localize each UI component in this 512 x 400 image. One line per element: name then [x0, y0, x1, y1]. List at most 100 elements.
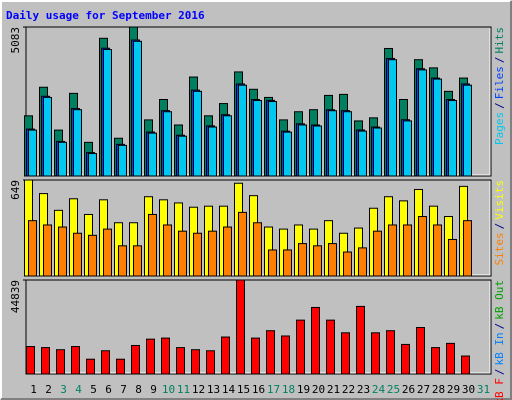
bar — [328, 110, 337, 177]
x-tick-label: 29 — [447, 383, 460, 396]
y-tick-label: 44839 — [9, 280, 22, 313]
legend-entry: Pages — [493, 112, 506, 145]
bar — [313, 245, 322, 277]
legend-entry: Sites — [493, 232, 506, 265]
x-tick-label: 20 — [312, 383, 325, 396]
x-tick-label: 3 — [60, 383, 67, 396]
legend-separator: / — [493, 223, 506, 230]
bar — [433, 78, 442, 177]
x-tick-label: 11 — [177, 383, 190, 396]
bar — [28, 220, 37, 277]
bar — [266, 330, 275, 375]
x-tick-label: 8 — [135, 383, 142, 396]
x-tick-label: 27 — [417, 383, 430, 396]
bar — [343, 251, 352, 277]
bar — [326, 319, 335, 375]
bar — [298, 124, 307, 177]
bar — [103, 228, 112, 277]
x-tick-label: 12 — [192, 383, 205, 396]
x-tick-label: 25 — [387, 383, 400, 396]
bar — [101, 350, 110, 375]
bar — [73, 232, 82, 277]
bar — [251, 337, 260, 375]
x-tick-label: 2 — [45, 383, 52, 396]
bar — [58, 226, 67, 277]
x-tick-label: 5 — [90, 383, 97, 396]
legend: Sites / Visits — [493, 180, 506, 266]
legend: Pages / Files / Hits — [493, 27, 506, 145]
bar — [148, 213, 157, 277]
bar — [253, 100, 262, 177]
legend-entry: Files — [493, 66, 506, 99]
x-tick-label: 7 — [120, 383, 127, 396]
bar — [388, 224, 397, 277]
bar — [356, 305, 365, 375]
bar — [178, 135, 187, 177]
legend-separator: / — [493, 57, 506, 64]
bar — [41, 347, 50, 375]
bar — [146, 338, 155, 375]
bar — [448, 238, 457, 277]
bar — [386, 330, 395, 375]
legend-entry: kB In — [493, 332, 506, 365]
x-tick-label: 13 — [207, 383, 220, 396]
bar — [281, 335, 290, 375]
x-tick-label: 15 — [237, 383, 250, 396]
bar — [341, 332, 350, 375]
bar — [163, 224, 172, 277]
bar — [223, 115, 232, 177]
bar — [131, 344, 140, 375]
bar — [28, 129, 37, 177]
bar — [86, 358, 95, 375]
bar — [206, 350, 215, 375]
x-tick-label: 19 — [297, 383, 310, 396]
legend-entry: Hits — [493, 27, 506, 54]
bar — [163, 111, 172, 177]
bar — [268, 101, 277, 177]
x-tick-label: 4 — [75, 383, 82, 396]
bar — [283, 249, 292, 277]
x-tick-label: 17 — [267, 383, 280, 396]
bar — [58, 141, 67, 177]
x-tick-label: 18 — [282, 383, 295, 396]
bar — [373, 127, 382, 177]
bar — [313, 125, 322, 177]
bar — [116, 358, 125, 375]
bar — [71, 346, 80, 375]
bar — [418, 69, 427, 177]
bar — [238, 84, 247, 177]
x-tick-label: 10 — [162, 383, 175, 396]
bar — [103, 49, 112, 177]
bar — [418, 216, 427, 277]
x-tick-label: 31 — [477, 383, 490, 396]
bar — [403, 224, 412, 277]
bar — [268, 249, 277, 277]
bar — [448, 100, 457, 177]
bar — [133, 245, 142, 277]
bar — [388, 59, 397, 177]
y-tick-label: 649 — [9, 180, 22, 200]
bar — [358, 247, 367, 277]
chart-title: Daily usage for September 2016 — [6, 9, 205, 22]
legend-entry: kB F — [493, 378, 506, 400]
bar — [193, 232, 202, 277]
x-tick-label: 21 — [327, 383, 340, 396]
bar — [88, 153, 97, 177]
bar — [416, 327, 425, 375]
bar — [191, 349, 200, 375]
x-tick-label: 26 — [402, 383, 415, 396]
bar — [433, 224, 442, 277]
legend-separator: / — [493, 369, 506, 376]
x-tick-label: 9 — [150, 383, 157, 396]
legend-separator: / — [493, 323, 506, 330]
bar — [133, 40, 142, 177]
bar — [26, 346, 35, 375]
bar — [403, 120, 412, 177]
bar — [118, 245, 127, 277]
bar — [311, 306, 320, 375]
bar — [371, 332, 380, 375]
bar — [221, 336, 230, 375]
